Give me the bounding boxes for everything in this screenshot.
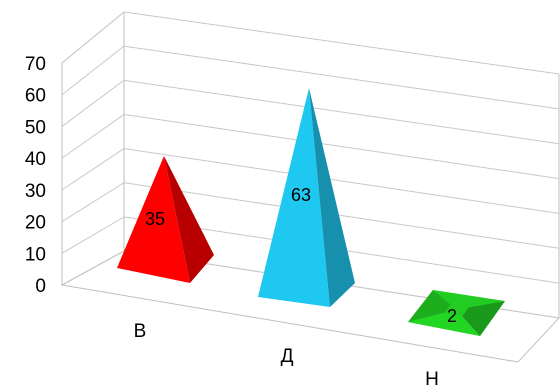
y-tick-label-20: 20 <box>25 213 46 234</box>
y-tick-label-70: 70 <box>25 54 46 75</box>
chart-labels: 35 В 63 Д 2 Н <box>134 185 457 387</box>
gridline-10 <box>61 216 560 284</box>
gridline-20 <box>61 182 560 249</box>
gridline-60 <box>61 45 560 110</box>
y-tick-label-50: 50 <box>25 117 46 138</box>
y-tick-label-40: 40 <box>25 149 46 170</box>
category-label-Д: Д <box>281 346 294 367</box>
pyramid-face-back <box>408 290 451 322</box>
pyramid-face-right <box>309 88 355 307</box>
gridline-0 <box>61 250 560 319</box>
pyramid-bar-Н <box>408 290 505 336</box>
pyramid-face-front <box>408 312 480 336</box>
chart-marks <box>117 88 505 336</box>
pyramid-face-right <box>164 156 214 283</box>
data-label-Д: 63 <box>291 185 311 205</box>
data-label-Н: 2 <box>447 306 457 326</box>
y-tick-label-30: 30 <box>25 181 46 202</box>
category-label-В: В <box>134 321 147 342</box>
pyramid-bar-В <box>117 156 214 283</box>
pyramid-bar-Д <box>258 88 355 307</box>
y-tick-label-10: 10 <box>25 244 46 265</box>
pyramid-face-front <box>117 156 190 283</box>
gridline-50 <box>61 79 560 145</box>
data-label-В: 35 <box>145 209 165 229</box>
pyramid-face-front <box>258 88 330 307</box>
category-label-Н: Н <box>425 369 439 387</box>
y-tick-label-0: 0 <box>35 276 46 297</box>
gridline-40 <box>61 113 560 180</box>
chart-grid <box>60 10 560 363</box>
gridline-70 <box>61 11 560 75</box>
pyramid-face-right <box>462 301 505 336</box>
gridline-30 <box>61 148 560 214</box>
y-axis-ticks: 0 10 20 30 40 50 60 70 <box>25 54 46 297</box>
y-tick-label-60: 60 <box>25 86 46 107</box>
